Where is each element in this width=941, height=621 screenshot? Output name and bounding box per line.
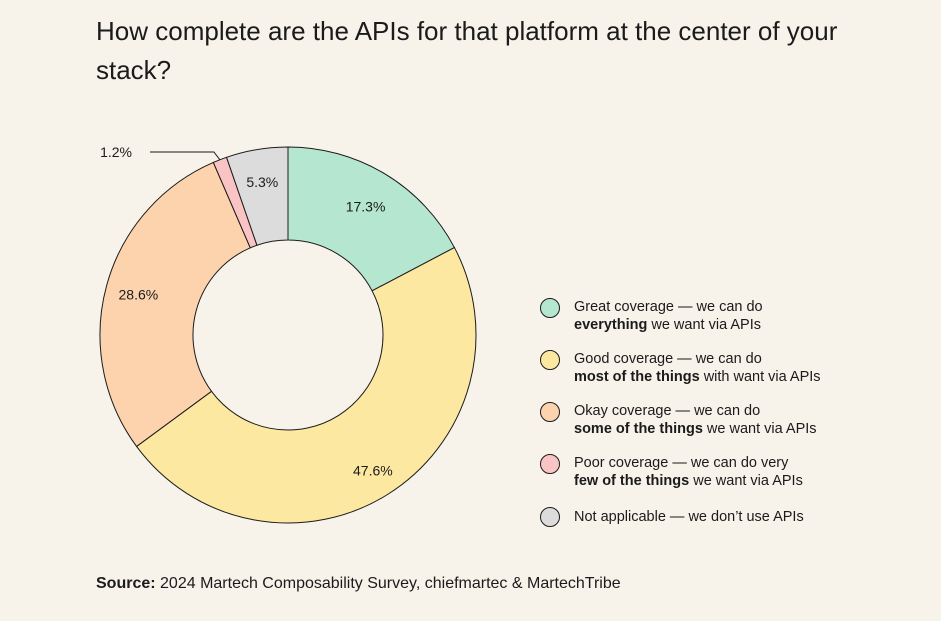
legend-item-great: Great coverage — we can do everything we…: [540, 298, 920, 350]
legend-swatch: [540, 298, 560, 318]
slice-value-label: 1.2%: [100, 144, 132, 160]
legend-label-bold: most of the things: [574, 369, 700, 385]
legend-label-rest: we want via APIs: [647, 317, 761, 333]
legend-label: Poor coverage — we can do very: [574, 455, 789, 471]
slice-good: [135, 246, 477, 524]
slice-value-label: 5.3%: [246, 174, 278, 190]
slice-value-label: 17.3%: [346, 199, 386, 215]
slice-okay: [99, 161, 251, 448]
legend-label-bold: some of the things: [574, 421, 703, 437]
legend-label: Good coverage — we can do: [574, 351, 762, 367]
slice-great: [287, 146, 456, 292]
legend: Great coverage — we can do everything we…: [540, 298, 920, 530]
slice-not-applicable: [225, 146, 289, 246]
legend-item-okay: Okay coverage — we can do some of the th…: [540, 402, 920, 454]
legend-swatch: [540, 402, 560, 422]
legend-swatch: [540, 507, 560, 527]
legend-label-rest: with want via APIs: [699, 369, 821, 385]
legend-swatch: [540, 350, 560, 370]
leader-line: [150, 151, 221, 161]
legend-label: Great coverage — we can do: [574, 299, 763, 315]
legend-label: Okay coverage — we can do: [574, 403, 761, 419]
legend-item-not-applicable: Not applicable — we don’t use APIs: [540, 504, 920, 530]
legend-label-rest: we want via APIs: [689, 473, 803, 489]
legend-label-rest: we want via APIs: [702, 421, 817, 437]
source-text: 2024 Martech Composability Survey, chief…: [155, 575, 621, 592]
slice-value-label: 47.6%: [353, 463, 393, 479]
legend-swatch: [540, 454, 560, 474]
chart-title: How complete are the APIs for that platf…: [96, 16, 838, 85]
legend-label-bold: everything: [574, 317, 648, 333]
legend-item-poor: Poor coverage — we can do very few of th…: [540, 454, 920, 506]
legend-item-good: Good coverage — we can do most of the th…: [540, 350, 920, 402]
slice-value-label: 28.6%: [119, 287, 159, 303]
legend-label: Not applicable — we don’t use APIs: [574, 509, 804, 525]
source-note: Source: 2024 Martech Composability Surve…: [96, 574, 621, 594]
legend-label-bold: few of the things: [574, 473, 690, 489]
source-label: Source:: [96, 575, 156, 592]
